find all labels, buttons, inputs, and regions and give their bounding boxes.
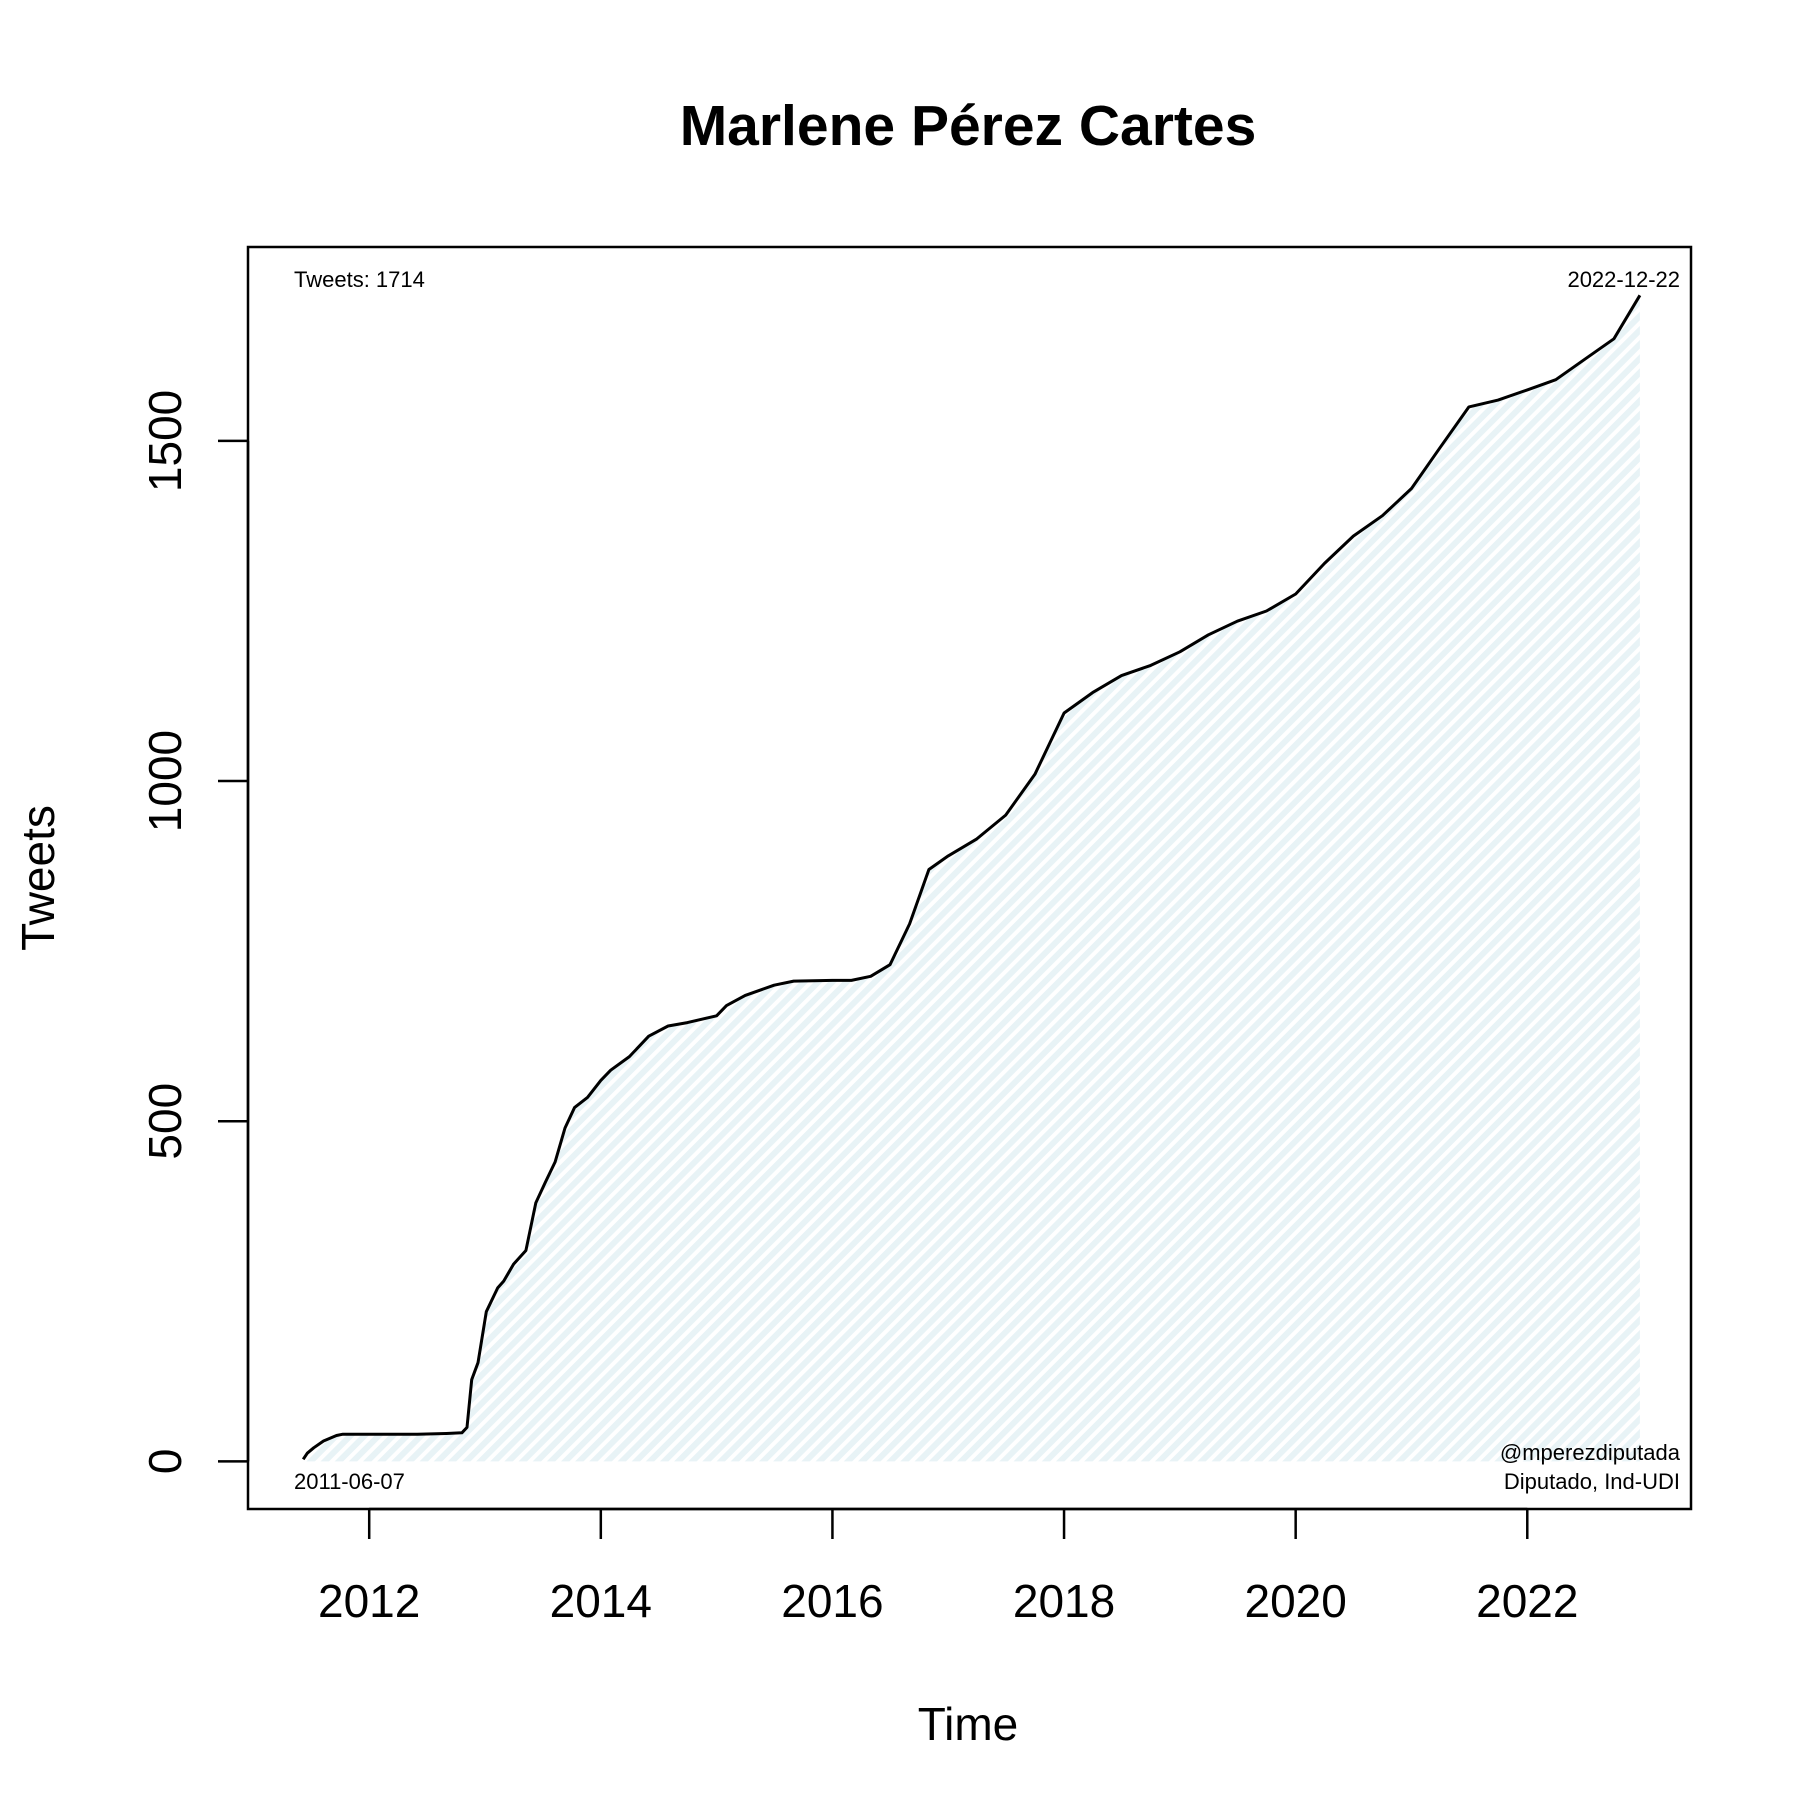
handle-annotation: @mperezdiputada <box>1500 1440 1681 1465</box>
chart-title: Marlene Pérez Cartes <box>680 94 1257 158</box>
y-tick-label: 1000 <box>139 730 191 832</box>
x-axis-title: Time <box>918 1698 1019 1750</box>
x-axis: 2012 2014 2016 2018 2020 2022 <box>318 1507 1578 1627</box>
role-annotation: Diputado, Ind-UDI <box>1504 1469 1680 1494</box>
start-date-annotation: 2011-06-07 <box>294 1469 405 1494</box>
y-axis-title: Tweets <box>12 805 64 951</box>
x-tick-label: 2022 <box>1476 1575 1578 1627</box>
x-tick-label: 2014 <box>550 1575 652 1627</box>
y-tick-label: 0 <box>139 1449 191 1475</box>
area-fill <box>303 295 1640 1462</box>
x-tick-label: 2012 <box>318 1575 420 1627</box>
y-tick-label: 500 <box>139 1083 191 1160</box>
x-tick-label: 2020 <box>1244 1575 1346 1627</box>
tweets-count-annotation: Tweets: 1714 <box>294 267 425 292</box>
series-line <box>301 294 1642 1461</box>
end-date-annotation: 2022-12-22 <box>1567 267 1680 292</box>
x-tick-label: 2018 <box>1013 1575 1115 1627</box>
y-axis: 0 500 1000 1500 <box>139 390 250 1475</box>
x-tick-label: 2016 <box>781 1575 883 1627</box>
y-tick-label: 1500 <box>139 390 191 492</box>
